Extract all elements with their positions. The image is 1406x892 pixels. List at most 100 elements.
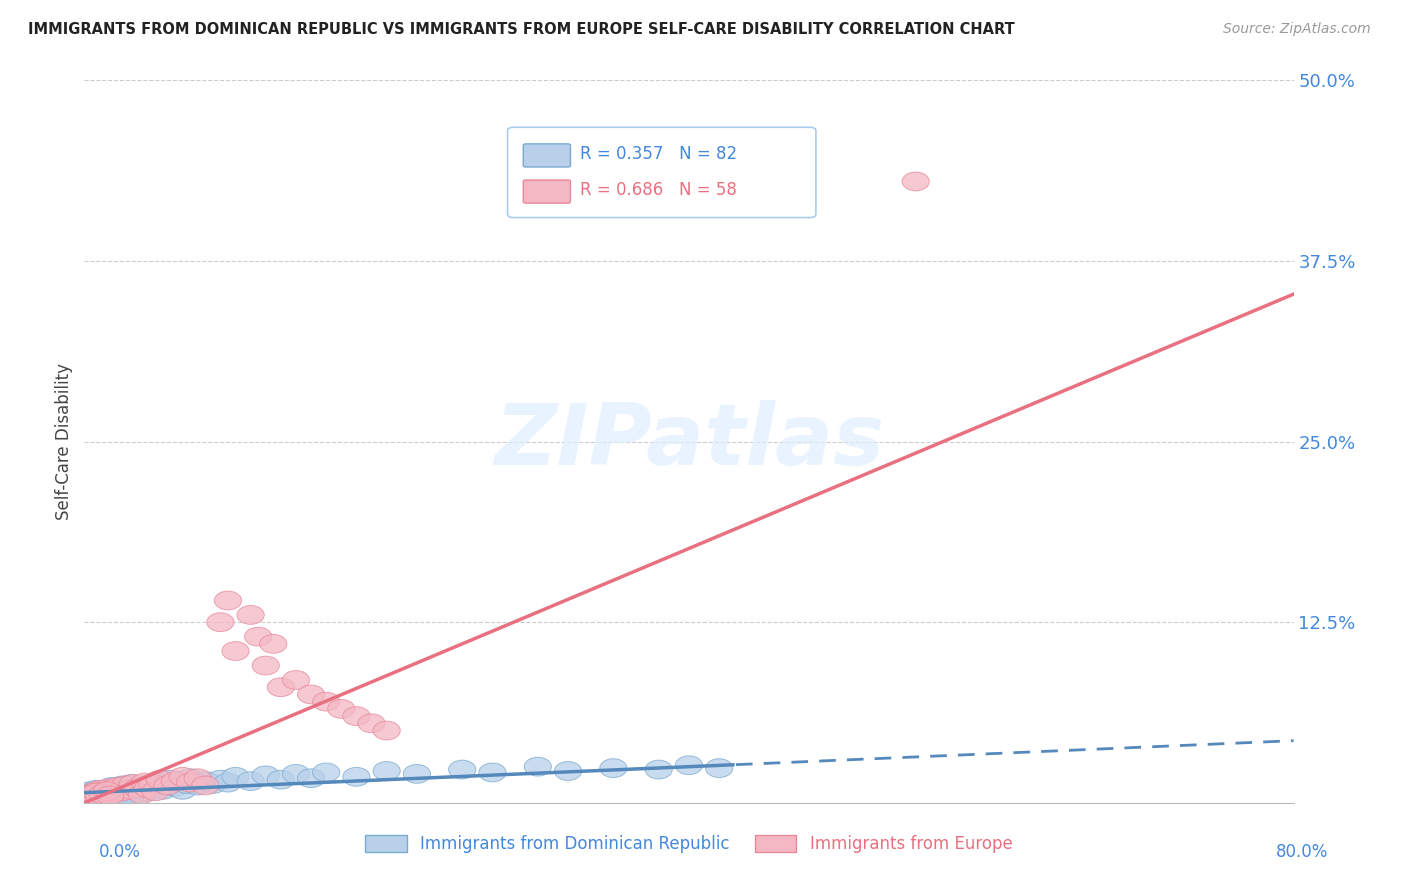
Ellipse shape: [153, 776, 181, 795]
Ellipse shape: [100, 789, 127, 808]
Ellipse shape: [79, 783, 105, 802]
Ellipse shape: [136, 774, 163, 793]
Ellipse shape: [108, 782, 136, 801]
Ellipse shape: [110, 783, 138, 802]
Ellipse shape: [86, 785, 112, 804]
Ellipse shape: [86, 786, 112, 805]
Ellipse shape: [115, 778, 142, 797]
Ellipse shape: [89, 788, 117, 806]
Ellipse shape: [103, 785, 129, 804]
Ellipse shape: [238, 606, 264, 624]
Ellipse shape: [524, 757, 551, 776]
Ellipse shape: [903, 172, 929, 191]
Ellipse shape: [80, 783, 107, 802]
Ellipse shape: [101, 786, 128, 805]
Ellipse shape: [84, 782, 111, 801]
Ellipse shape: [93, 782, 121, 801]
Ellipse shape: [283, 671, 309, 690]
Ellipse shape: [267, 771, 294, 789]
Ellipse shape: [127, 776, 153, 795]
Ellipse shape: [343, 767, 370, 786]
Text: IMMIGRANTS FROM DOMINICAN REPUBLIC VS IMMIGRANTS FROM EUROPE SELF-CARE DISABILIT: IMMIGRANTS FROM DOMINICAN REPUBLIC VS IM…: [28, 22, 1015, 37]
Ellipse shape: [312, 692, 340, 711]
Ellipse shape: [76, 786, 103, 805]
Ellipse shape: [121, 779, 148, 797]
Ellipse shape: [173, 774, 201, 793]
Ellipse shape: [238, 772, 264, 790]
Text: 80.0%: 80.0%: [1277, 843, 1329, 861]
Ellipse shape: [98, 780, 125, 799]
Ellipse shape: [101, 780, 128, 799]
Ellipse shape: [139, 779, 166, 797]
Ellipse shape: [117, 788, 143, 806]
Ellipse shape: [207, 771, 233, 789]
FancyBboxPatch shape: [523, 180, 571, 203]
Ellipse shape: [104, 778, 131, 797]
Ellipse shape: [98, 778, 125, 797]
Ellipse shape: [214, 773, 242, 792]
Ellipse shape: [139, 774, 166, 793]
Ellipse shape: [77, 782, 104, 801]
Ellipse shape: [252, 657, 280, 675]
Ellipse shape: [97, 786, 124, 805]
Ellipse shape: [359, 714, 385, 732]
Ellipse shape: [479, 763, 506, 782]
Ellipse shape: [131, 778, 159, 797]
Ellipse shape: [373, 721, 401, 740]
Ellipse shape: [120, 774, 146, 793]
Ellipse shape: [86, 788, 112, 806]
Ellipse shape: [105, 782, 132, 801]
Ellipse shape: [89, 786, 117, 805]
FancyBboxPatch shape: [523, 144, 571, 167]
Text: Source: ZipAtlas.com: Source: ZipAtlas.com: [1223, 22, 1371, 37]
Ellipse shape: [89, 783, 117, 802]
Ellipse shape: [600, 759, 627, 778]
Ellipse shape: [177, 773, 204, 792]
Ellipse shape: [86, 788, 112, 806]
Ellipse shape: [343, 706, 370, 725]
Text: ZIPatlas: ZIPatlas: [494, 400, 884, 483]
Ellipse shape: [260, 634, 287, 653]
Ellipse shape: [245, 627, 271, 646]
Ellipse shape: [82, 785, 108, 804]
Ellipse shape: [90, 782, 118, 801]
Ellipse shape: [131, 773, 159, 792]
Ellipse shape: [98, 783, 125, 802]
Ellipse shape: [111, 776, 139, 795]
Ellipse shape: [80, 788, 107, 806]
Ellipse shape: [162, 778, 188, 797]
Ellipse shape: [111, 780, 139, 799]
Ellipse shape: [157, 771, 184, 789]
Ellipse shape: [675, 756, 703, 774]
Ellipse shape: [184, 769, 211, 788]
Ellipse shape: [120, 783, 146, 802]
Ellipse shape: [87, 783, 115, 802]
Ellipse shape: [373, 762, 401, 780]
Ellipse shape: [79, 789, 105, 808]
Ellipse shape: [97, 785, 124, 804]
Ellipse shape: [124, 780, 150, 799]
Ellipse shape: [87, 780, 115, 799]
Ellipse shape: [214, 591, 242, 610]
Ellipse shape: [706, 759, 733, 778]
Ellipse shape: [108, 776, 136, 795]
Ellipse shape: [117, 782, 143, 801]
Ellipse shape: [404, 764, 430, 783]
Text: R = 0.357   N = 82: R = 0.357 N = 82: [581, 145, 737, 163]
Ellipse shape: [89, 785, 117, 804]
Ellipse shape: [207, 613, 233, 632]
Ellipse shape: [153, 774, 181, 793]
Ellipse shape: [83, 780, 110, 799]
Ellipse shape: [118, 774, 145, 793]
Ellipse shape: [449, 760, 475, 779]
Ellipse shape: [267, 678, 294, 697]
Ellipse shape: [222, 767, 249, 786]
Ellipse shape: [554, 762, 582, 780]
Ellipse shape: [93, 783, 121, 802]
Ellipse shape: [73, 788, 101, 806]
Ellipse shape: [177, 769, 204, 788]
Ellipse shape: [191, 772, 219, 790]
Y-axis label: Self-Care Disability: Self-Care Disability: [55, 363, 73, 520]
Ellipse shape: [124, 779, 150, 797]
Ellipse shape: [298, 685, 325, 704]
